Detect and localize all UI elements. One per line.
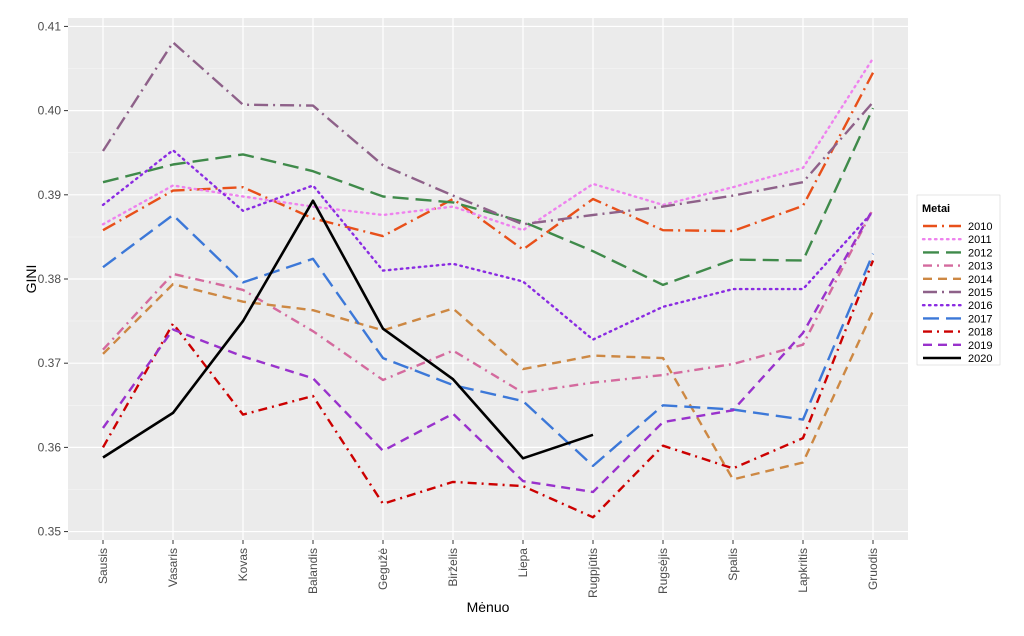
legend-label-2016: 2016 [968, 300, 992, 312]
legend-box [916, 194, 1001, 366]
series-line-2014 [102, 282, 875, 481]
x-tick-label: Rugpjūtis [586, 548, 600, 598]
x-tick-label: Rugsėjis [656, 548, 670, 594]
legend-label-2013: 2013 [968, 261, 992, 273]
y-tick-label: 0.35 [38, 525, 62, 539]
y-axis-title: GINI [23, 265, 39, 294]
y-tick-label: 0.41 [38, 19, 62, 33]
x-tick-label: Liepa [516, 548, 530, 578]
legend-label-2010: 2010 [968, 221, 992, 233]
x-tick-label: Vasaris [166, 548, 180, 587]
x-axis-ticks: Sausis Vasaris Kovas Balandis Gegužė Birželis… [96, 540, 880, 598]
grid-minor [68, 68, 908, 490]
legend-label-2017: 2017 [968, 313, 992, 325]
x-tick-label: Lapkritis [796, 548, 810, 593]
legend-label-2012: 2012 [968, 247, 992, 259]
legend-label-2015: 2015 [968, 287, 992, 299]
x-tick-label: Gegužė [376, 548, 390, 590]
y-tick-label: 0.40 [38, 104, 62, 118]
legend-label-2014: 2014 [968, 274, 992, 286]
grid-major [68, 18, 908, 540]
y-tick-label: 0.38 [38, 272, 62, 286]
x-tick-label: Gruodis [866, 548, 880, 590]
series-line-2018 [101, 260, 875, 519]
legend-title: Metai [922, 203, 950, 215]
y-tick-label: 0.39 [38, 188, 62, 202]
legend-label-2020: 2020 [968, 353, 992, 365]
legend-label-2011: 2011 [968, 234, 992, 246]
y-axis-ticks: 0.35 0.36 0.37 0.38 0.39 0.40 0.41 [38, 19, 68, 539]
x-tick-label: Spalis [726, 548, 740, 581]
series-lines [101, 41, 875, 519]
x-axis-title: Mėnuo [467, 599, 510, 615]
y-tick-label: 0.37 [38, 356, 62, 370]
series-line-2010 [102, 72, 875, 251]
legend-label-2018: 2018 [968, 327, 992, 339]
y-tick-label: 0.36 [38, 440, 62, 454]
series-line-2015 [101, 41, 874, 226]
legend-label-2019: 2019 [968, 340, 992, 352]
series-line-2012 [102, 107, 875, 287]
x-tick-label: Sausis [96, 548, 110, 584]
legend: Metai 2010201120122013201420152016201720… [916, 194, 1001, 366]
x-tick-label: Birželis [446, 548, 460, 587]
series-line-2017 [102, 213, 875, 468]
x-tick-label: Kovas [236, 548, 250, 581]
series-line-2019 [102, 208, 875, 494]
series-line-2020 [102, 199, 594, 460]
x-tick-label: Balandis [306, 548, 320, 594]
series-line-2011 [101, 57, 875, 232]
